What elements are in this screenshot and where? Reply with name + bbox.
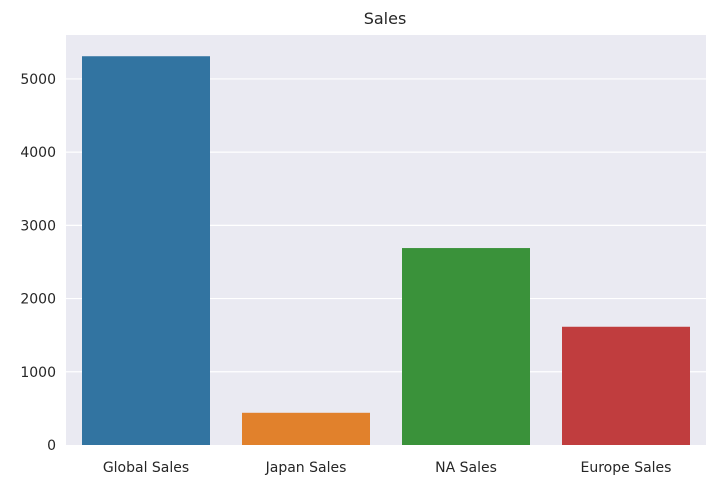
- bars: [82, 56, 690, 445]
- bar-global-sales: [82, 56, 210, 445]
- x-tick-label: Europe Sales: [581, 460, 672, 476]
- chart-title: Sales: [364, 9, 407, 28]
- y-axis-ticks: 0 1000 2000 3000 4000 5000: [20, 72, 56, 454]
- x-axis-ticks: Global Sales Japan Sales NA Sales Europe Sa…: [103, 460, 672, 476]
- bar-japan-sales: [242, 412, 370, 445]
- x-tick-label: Global Sales: [103, 460, 189, 476]
- bar-europe-sales: [562, 326, 690, 445]
- y-tick-label: 1000: [20, 365, 56, 381]
- y-tick-label: 4000: [20, 145, 56, 161]
- y-tick-label: 0: [47, 438, 56, 454]
- y-tick-label: 5000: [20, 72, 56, 88]
- x-tick-label: Japan Sales: [265, 460, 347, 476]
- y-tick-label: 3000: [20, 218, 56, 234]
- x-tick-label: NA Sales: [435, 460, 497, 476]
- bar-na-sales: [402, 248, 530, 445]
- y-tick-label: 2000: [20, 292, 56, 308]
